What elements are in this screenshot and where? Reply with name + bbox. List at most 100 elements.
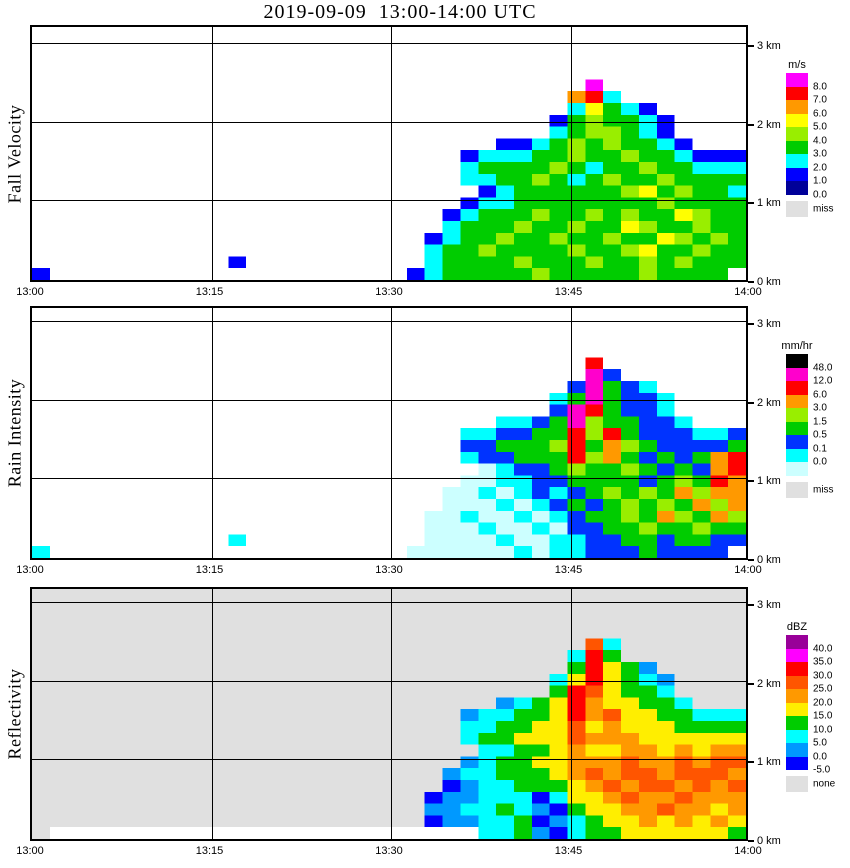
heatmap-canvas <box>32 321 746 558</box>
gridlines-layer <box>32 27 746 280</box>
height-tick <box>748 44 754 47</box>
colorbar-tick-label: 5.0 <box>813 737 827 749</box>
colorbar-tick-label: 15.0 <box>813 710 833 722</box>
colorbar-unit-label: mm/hr <box>781 340 813 352</box>
height-tick <box>748 202 754 205</box>
colorbar-segment <box>786 140 808 154</box>
colorbar-tick-label: 5.0 <box>813 121 827 133</box>
colorbar-no-data-block <box>786 481 808 498</box>
colorbar-tick-label: 4.0 <box>813 135 827 146</box>
colorbar-segment <box>786 662 808 676</box>
gridline-vertical <box>211 27 213 280</box>
colorbar-segment <box>786 729 808 743</box>
gridline-horizontal <box>32 121 746 123</box>
height-tick <box>748 761 754 764</box>
colorbar-segment <box>786 675 808 689</box>
time-tick-label: 13:45 <box>554 845 583 857</box>
gridline-vertical <box>391 27 392 280</box>
height-tick <box>748 840 754 842</box>
plot-title: 2019-09-09 13:00-14:00 UTC <box>263 1 537 23</box>
colorbar-segment <box>786 154 808 168</box>
colorbar-no-data-label: miss <box>813 203 834 214</box>
height-tick-label: 2 km <box>757 677 781 690</box>
colorbar-tick-label: 20.0 <box>813 697 833 708</box>
colorbar-segment <box>786 181 808 195</box>
colorbar-tick-label: 8.0 <box>813 81 827 92</box>
colorbar-segment <box>786 756 808 770</box>
height-tick-label: 3 km <box>757 598 781 611</box>
colorbar-segment <box>786 648 808 662</box>
height-tick-label: 0 km <box>757 276 781 288</box>
gridline-horizontal <box>32 320 746 322</box>
height-tick <box>748 281 754 283</box>
height-tick <box>748 603 754 606</box>
colorbar-tick-label: 25.0 <box>813 683 833 695</box>
colorbar-tick-label: 40.0 <box>813 643 833 654</box>
time-tick-label: 13:00 <box>16 286 44 298</box>
colorbar-segment <box>786 702 808 716</box>
height-tick-label: 2 km <box>757 118 781 131</box>
colorbar-segment <box>786 448 808 462</box>
time-tick-label: 13:30 <box>375 286 403 298</box>
height-tick <box>748 322 754 325</box>
heatmap-canvas <box>32 43 746 280</box>
colorbar-tick-label: 3.0 <box>813 402 827 414</box>
height-tick <box>748 682 754 685</box>
gridline-horizontal <box>32 399 746 401</box>
colorbar-no-data-block <box>786 200 808 217</box>
plot-area <box>30 306 748 560</box>
height-tick-label: 3 km <box>757 317 781 330</box>
height-tick-label: 2 km <box>757 396 781 409</box>
gridline-vertical <box>391 308 392 558</box>
plot-area <box>30 587 748 841</box>
colorbar-segment <box>786 73 808 87</box>
gridlines-layer <box>32 308 746 558</box>
colorbar-no-data-label: none <box>813 778 836 790</box>
colorbar-tick-label: 7.0 <box>813 94 827 106</box>
time-tick-label: 14:00 <box>734 286 762 298</box>
height-tick <box>748 401 754 404</box>
colorbar-tick-label: 48.0 <box>813 362 833 373</box>
time-tick-label: 13:00 <box>16 845 44 857</box>
colorbar-segment <box>786 354 808 368</box>
gridline-vertical <box>570 589 572 839</box>
colorbar-segment <box>786 743 808 757</box>
height-tick-label: 1 km <box>757 475 781 488</box>
time-tick-label: 14:00 <box>734 564 762 576</box>
colorbar-no-data-label: miss <box>813 484 834 495</box>
colorbar-no-data-block <box>786 776 808 792</box>
colorbar-segment <box>786 100 808 114</box>
colorbar-tick-label: 35.0 <box>813 656 833 668</box>
colorbar-segment <box>786 394 808 408</box>
height-tick-label: 0 km <box>757 554 781 566</box>
time-tick-label: 14:00 <box>734 845 762 857</box>
y-axis-label: Reflectivity <box>4 668 25 760</box>
height-tick <box>748 559 754 561</box>
gridline-vertical <box>211 308 213 558</box>
colorbar-segment <box>786 367 808 381</box>
gridline-horizontal <box>32 680 746 682</box>
time-tick-label: 13:15 <box>195 845 224 857</box>
gridlines-layer <box>32 589 746 839</box>
colorbar-segment <box>786 716 808 730</box>
colorbar-segment <box>786 167 808 181</box>
height-tick-label: 3 km <box>757 39 781 52</box>
height-tick-label: 1 km <box>757 756 781 769</box>
gridline-vertical <box>391 589 392 839</box>
height-tick-label: 1 km <box>757 197 781 210</box>
colorbar-segment <box>786 127 808 141</box>
gridline-vertical <box>211 589 213 839</box>
colorbar-segment <box>786 408 808 422</box>
colorbar-tick-label: 12.0 <box>813 375 833 387</box>
time-tick-label: 13:15 <box>195 564 224 576</box>
colorbar-segment <box>786 689 808 703</box>
colorbar-segment <box>786 86 808 100</box>
colorbar-tick-label: 10.0 <box>813 724 833 735</box>
gridline-horizontal <box>32 42 746 44</box>
colorbar-tick-label: 6.0 <box>813 389 827 400</box>
colorbar-tick-label: 30.0 <box>813 670 833 681</box>
height-tick <box>748 123 754 126</box>
